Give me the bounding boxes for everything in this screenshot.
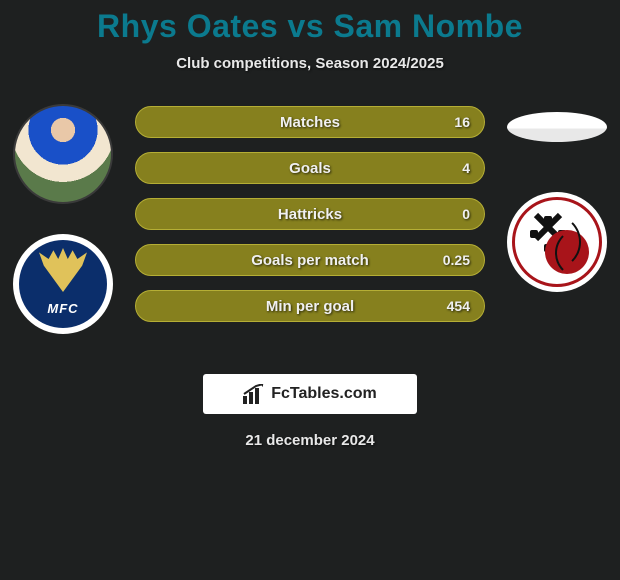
page-title: Rhys Oates vs Sam Nombe [0,0,620,45]
stat-bars: Matches 16 Goals 4 Hattricks 0 Goals per… [135,106,485,336]
stat-label: Hattricks [136,206,484,223]
player2-club-crest [507,192,607,292]
player2-photo [507,112,607,142]
date-label: 21 december 2024 [0,432,620,449]
stat-value: 0 [462,206,470,222]
comparison-panel: MFC Matches 16 Goals 4 Hattricks 0 Goals… [0,100,620,360]
stat-value: 0.25 [443,252,470,268]
stat-label: Min per goal [136,298,484,315]
stat-row-min-per-goal: Min per goal 454 [135,290,485,322]
player1-club-crest: MFC [13,234,113,334]
stat-value: 16 [454,114,470,130]
left-player-column: MFC [8,100,118,334]
stat-label: Goals per match [136,252,484,269]
subtitle: Club competitions, Season 2024/2025 [0,55,620,72]
bar-chart-icon [243,384,265,404]
stat-row-goals-per-match: Goals per match 0.25 [135,244,485,276]
stat-label: Matches [136,114,484,131]
football-icon [545,230,589,274]
stat-row-goals: Goals 4 [135,152,485,184]
stat-value: 4 [462,160,470,176]
right-player-column [502,100,612,292]
crest1-abbrev: MFC [19,301,107,316]
stat-value: 454 [447,298,470,314]
brand-badge: FcTables.com [203,374,417,414]
brand-label: FcTables.com [271,385,377,403]
player1-photo [13,104,113,204]
stat-row-hattricks: Hattricks 0 [135,198,485,230]
stag-icon [39,248,87,292]
stat-label: Goals [136,160,484,177]
stat-row-matches: Matches 16 [135,106,485,138]
